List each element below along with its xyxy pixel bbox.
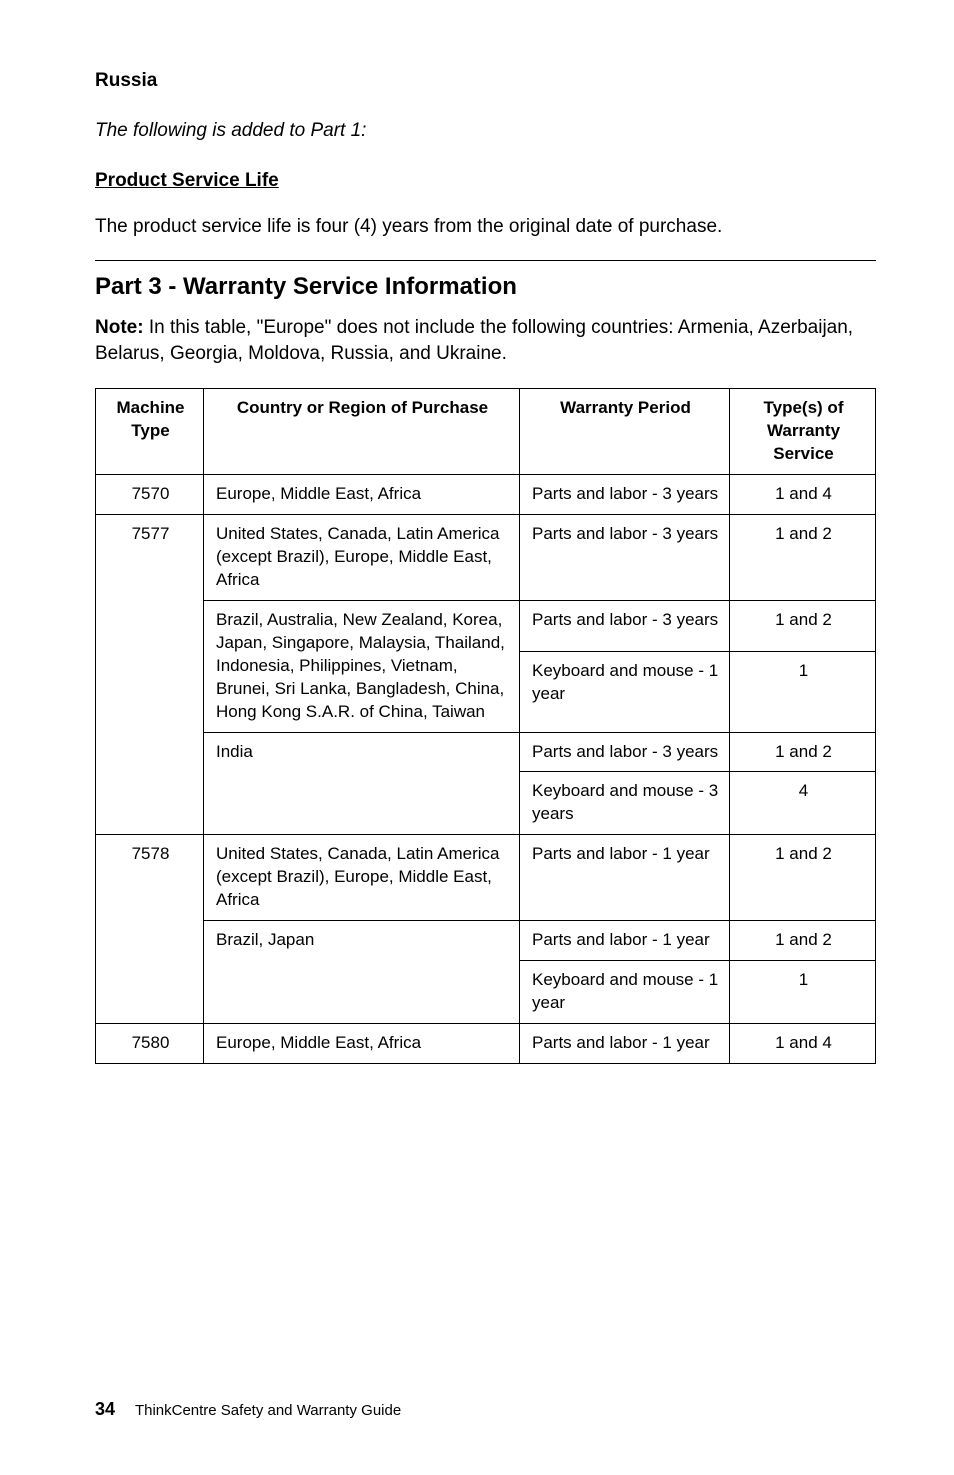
page-footer: 34 ThinkCentre Safety and Warranty Guide	[95, 1399, 401, 1420]
product-service-life-text: The product service life is four (4) yea…	[95, 216, 876, 238]
russia-heading: Russia	[95, 70, 876, 92]
th-period: Warranty Period	[520, 389, 730, 475]
cell-period: Parts and labor - 3 years	[520, 732, 730, 772]
cell-period: Parts and labor - 1 year	[520, 835, 730, 921]
table-row: Brazil, Japan Parts and labor - 1 year 1…	[96, 921, 876, 961]
cell-country: Europe, Middle East, Africa	[204, 475, 520, 515]
cell-period: Parts and labor - 1 year	[520, 921, 730, 961]
cell-machine-type: 7578	[96, 835, 204, 1024]
table-row: 7578 United States, Canada, Latin Americ…	[96, 835, 876, 921]
cell-country: United States, Canada, Latin America (ex…	[204, 835, 520, 921]
cell-service: 1	[730, 651, 876, 732]
cell-country: Brazil, Australia, New Zealand, Korea, J…	[204, 600, 520, 732]
cell-service: 1 and 4	[730, 1023, 876, 1063]
table-row: 7580 Europe, Middle East, Africa Parts a…	[96, 1023, 876, 1063]
note-paragraph: Note: In this table, "Europe" does not i…	[95, 315, 876, 366]
cell-period: Keyboard and mouse - 3 years	[520, 772, 730, 835]
cell-period: Parts and labor - 1 year	[520, 1023, 730, 1063]
cell-period: Parts and labor - 3 years	[520, 600, 730, 651]
footer-title: ThinkCentre Safety and Warranty Guide	[135, 1402, 401, 1419]
cell-service: 1 and 2	[730, 600, 876, 651]
cell-machine-type: 7570	[96, 475, 204, 515]
th-country: Country or Region of Purchase	[204, 389, 520, 475]
cell-service: 1 and 2	[730, 515, 876, 601]
cell-service: 4	[730, 772, 876, 835]
section-rule	[95, 260, 876, 261]
cell-service: 1 and 2	[730, 921, 876, 961]
cell-service: 1	[730, 961, 876, 1024]
table-row: India Parts and labor - 3 years 1 and 2	[96, 732, 876, 772]
cell-period: Parts and labor - 3 years	[520, 475, 730, 515]
page-number: 34	[95, 1399, 115, 1419]
note-text: In this table, "Europe" does not include…	[95, 317, 853, 364]
cell-period: Keyboard and mouse - 1 year	[520, 651, 730, 732]
cell-country: Brazil, Japan	[204, 921, 520, 1024]
cell-service: 1 and 4	[730, 475, 876, 515]
cell-service: 1 and 2	[730, 732, 876, 772]
product-service-life-heading: Product Service Life	[95, 170, 876, 192]
cell-machine-type: 7577	[96, 515, 204, 835]
table-row: 7577 United States, Canada, Latin Americ…	[96, 515, 876, 601]
added-to-part1: The following is added to Part 1:	[95, 120, 876, 142]
part3-heading: Part 3 - Warranty Service Information	[95, 273, 876, 301]
table-row: 7570 Europe, Middle East, Africa Parts a…	[96, 475, 876, 515]
th-service: Type(s) of Warranty Service	[730, 389, 876, 475]
cell-machine-type: 7580	[96, 1023, 204, 1063]
warranty-table: Machine Type Country or Region of Purcha…	[95, 388, 876, 1064]
cell-country: India	[204, 732, 520, 835]
table-header-row: Machine Type Country or Region of Purcha…	[96, 389, 876, 475]
cell-period: Keyboard and mouse - 1 year	[520, 961, 730, 1024]
table-row: Brazil, Australia, New Zealand, Korea, J…	[96, 600, 876, 651]
th-machine-type: Machine Type	[96, 389, 204, 475]
cell-country: United States, Canada, Latin America (ex…	[204, 515, 520, 601]
cell-country: Europe, Middle East, Africa	[204, 1023, 520, 1063]
note-label: Note:	[95, 317, 144, 338]
cell-period: Parts and labor - 3 years	[520, 515, 730, 601]
cell-service: 1 and 2	[730, 835, 876, 921]
